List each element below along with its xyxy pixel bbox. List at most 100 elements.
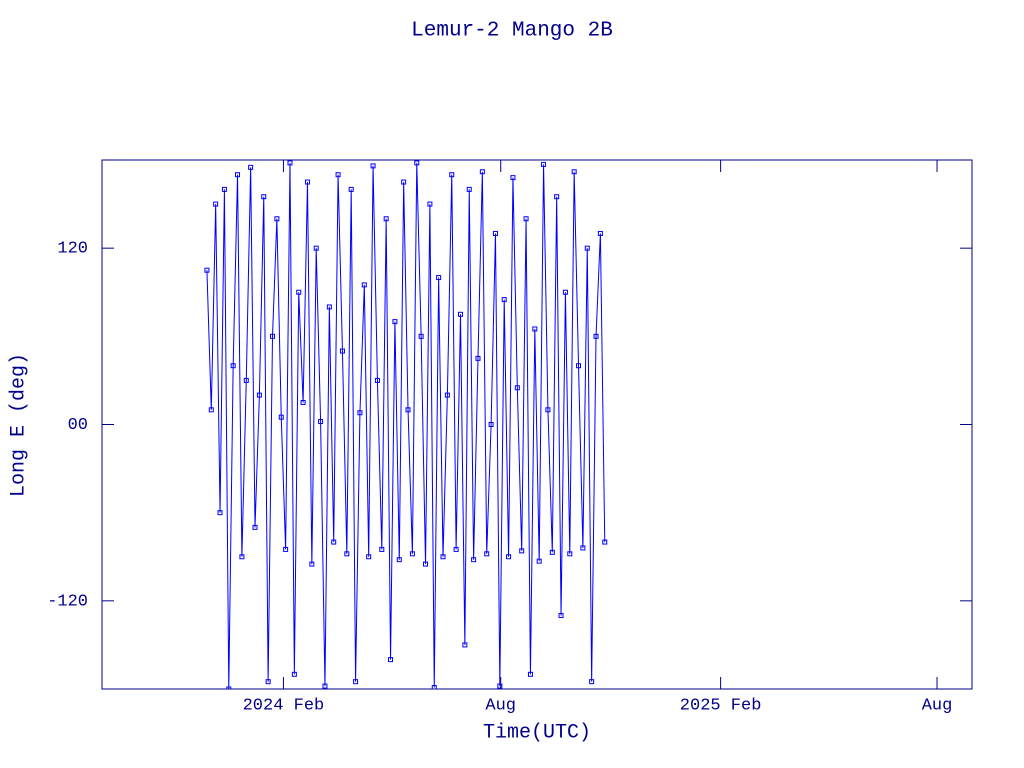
data-point: [453, 546, 459, 552]
data-point: [208, 407, 214, 413]
data-point: [589, 679, 595, 685]
data-point: [532, 326, 538, 332]
data-point: [239, 554, 245, 560]
data-point: [462, 642, 468, 648]
data-point: [514, 385, 520, 391]
data-point: [466, 186, 472, 192]
data-point: [278, 414, 284, 420]
x-tick-label: Aug: [922, 696, 953, 715]
data-point: [558, 613, 564, 619]
data-point: [545, 407, 551, 413]
data-point: [270, 333, 276, 339]
data-point: [488, 422, 494, 427]
data-point: [357, 410, 363, 416]
data-point: [287, 160, 293, 166]
data-point: [506, 554, 512, 560]
x-axis-label: Time(UTC): [483, 721, 591, 744]
data-point: [431, 685, 437, 689]
data-point: [396, 557, 402, 563]
data-point: [383, 216, 389, 222]
data-point: [221, 186, 227, 192]
data-point: [423, 561, 429, 567]
data-point: [300, 399, 306, 405]
y-tick-label: -120: [47, 592, 88, 611]
data-point: [602, 539, 608, 545]
data-point: [497, 683, 503, 689]
data-point: [554, 194, 560, 200]
data-point: [440, 554, 446, 560]
data-point: [318, 419, 324, 425]
data-point: [523, 216, 529, 222]
data-point: [457, 311, 463, 317]
data-point: [409, 551, 415, 557]
data-point: [444, 392, 450, 398]
data-point: [326, 304, 332, 310]
data-point: [235, 172, 241, 178]
data-point: [213, 201, 219, 207]
data-point: [388, 657, 394, 663]
plot-area: [204, 160, 608, 689]
x-tick-label: 2024 Feb: [243, 696, 325, 715]
data-point: [597, 230, 603, 236]
data-point: [562, 289, 568, 295]
data-point: [519, 548, 525, 554]
data-point: [576, 363, 582, 369]
data-point: [392, 319, 398, 325]
data-point: [405, 407, 411, 413]
data-point: [527, 671, 533, 677]
data-point: [370, 163, 376, 169]
data-point: [348, 186, 354, 192]
data-point: [484, 551, 490, 557]
data-point: [283, 546, 289, 552]
y-tick-label: 00: [68, 416, 88, 435]
data-point: [256, 392, 262, 398]
data-point: [510, 175, 516, 181]
data-point: [471, 557, 477, 563]
data-point: [479, 169, 485, 175]
data-point: [366, 554, 372, 560]
data-point: [374, 377, 380, 383]
data-point: [401, 179, 407, 185]
data-point: [261, 194, 267, 200]
data-point: [549, 549, 555, 555]
x-tick-label: 2025 Feb: [680, 696, 762, 715]
data-point: [436, 275, 442, 281]
data-point: [313, 245, 319, 251]
data-point: [274, 216, 280, 222]
data-point: [449, 172, 455, 178]
x-tick-label: Aug: [485, 696, 516, 715]
data-point: [353, 679, 359, 685]
data-point: [593, 333, 599, 339]
data-point: [541, 161, 547, 167]
data-point: [344, 551, 350, 557]
data-point: [230, 363, 236, 369]
chart-title: Lemur-2 Mango 2B: [411, 20, 613, 43]
data-point: [322, 683, 328, 689]
data-point: [379, 546, 385, 552]
data-point: [309, 561, 315, 567]
data-point: [339, 348, 345, 354]
data-point: [291, 671, 297, 677]
data-point: [361, 282, 367, 288]
data-point: [567, 551, 573, 557]
data-point: [536, 558, 542, 564]
y-tick-label: 120: [57, 240, 88, 259]
data-point: [584, 245, 590, 251]
data-point: [475, 355, 481, 361]
data-point: [296, 289, 302, 295]
data-point: [418, 333, 424, 339]
data-point: [252, 524, 258, 530]
data-point: [580, 545, 586, 551]
data-point: [243, 377, 249, 383]
data-point: [304, 179, 310, 185]
data-point: [501, 297, 507, 303]
data-point: [204, 267, 210, 273]
data-point: [427, 201, 433, 207]
data-point: [265, 679, 271, 685]
data-point: [226, 686, 232, 689]
data-line: [206, 162, 606, 689]
data-point: [492, 230, 498, 236]
data-point: [331, 539, 337, 545]
